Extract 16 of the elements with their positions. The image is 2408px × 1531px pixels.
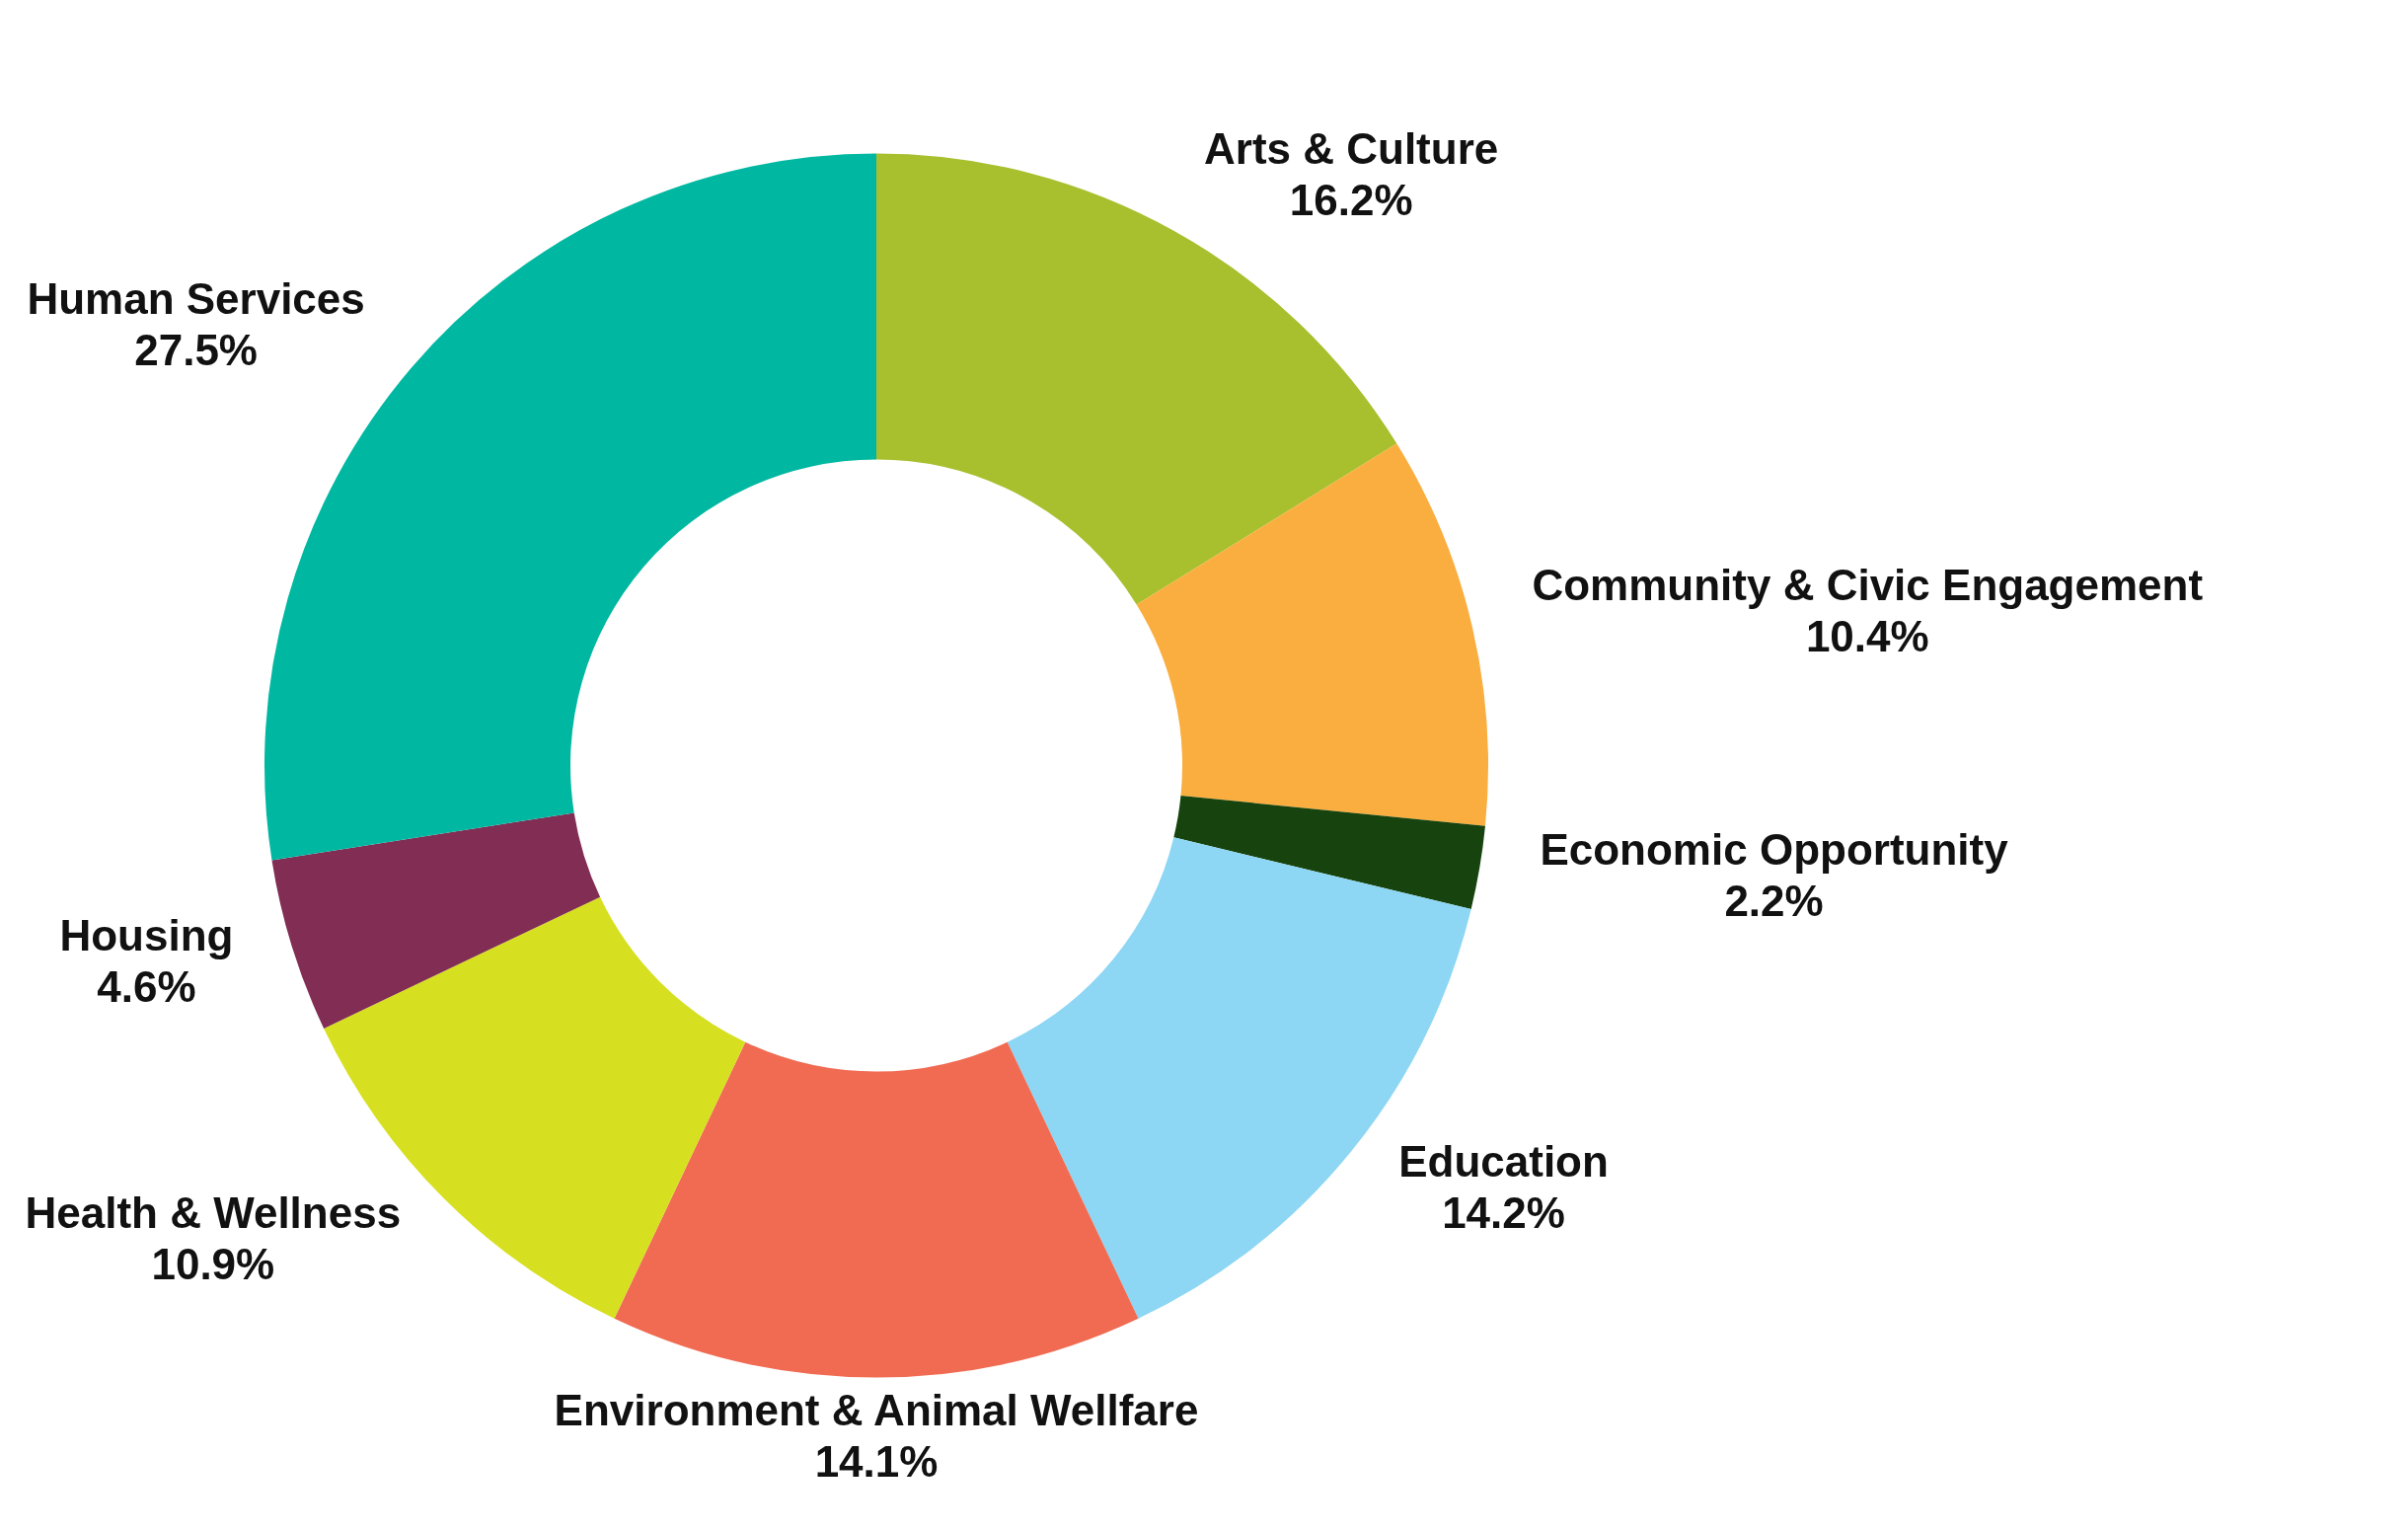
data-label: 4.6% xyxy=(97,962,196,1011)
data-label: 16.2% xyxy=(1289,175,1413,224)
data-label: 14.2% xyxy=(1442,1187,1565,1237)
slice-label: Housing xyxy=(59,911,234,959)
data-label: 10.4% xyxy=(1805,611,1929,660)
data-label: 10.9% xyxy=(151,1240,275,1289)
data-label: 27.5% xyxy=(134,326,258,375)
slice-label: Community & Civic Engagement xyxy=(1532,560,2204,609)
slice-label: Human Services xyxy=(27,274,365,324)
slice-label: Education xyxy=(1398,1136,1609,1186)
slice-label: Environment & Animal Wellfare xyxy=(554,1385,1199,1434)
data-label: 14.1% xyxy=(814,1436,939,1486)
slice-label: Economic Opportunity xyxy=(1540,824,2009,874)
slice-label: Arts & Culture xyxy=(1204,123,1499,173)
data-label: 2.2% xyxy=(1724,876,1824,925)
slice-label: Health & Wellness xyxy=(25,1188,402,1238)
